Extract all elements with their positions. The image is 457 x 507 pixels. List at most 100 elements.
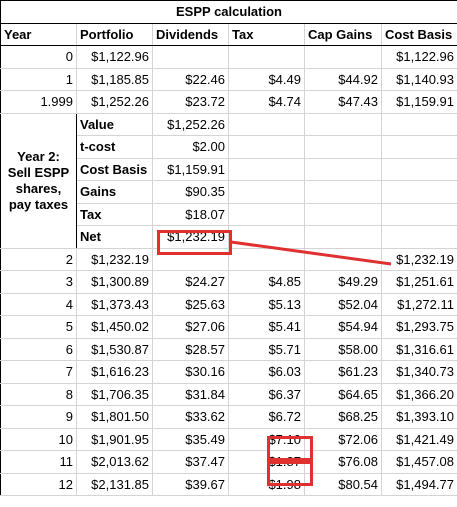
cell-tax: $4.49 [228,67,305,91]
cell-portfolio: $1,232.19 [76,247,153,271]
sale-row: Gains $90.35 [1,180,457,204]
cell-tax [228,247,305,271]
header-year: Year [0,22,77,46]
cell-year: 2 [0,247,77,271]
cell-tax [228,45,305,69]
sale-row: t-cost $2.00 [1,135,457,159]
cell-cap-gains: $80.54 [304,472,382,496]
sale-row: Year 2: Sell ESPP shares, pay taxes Value… [0,112,457,249]
sale-label: Gains [76,180,153,204]
table-row: 1 $1,185.85 $22.46 $4.49 $44.92 $1,140.93 [0,67,457,91]
cell-tax: $6.72 [228,405,305,429]
cell-dividends: $25.63 [152,292,229,316]
cell-dividends [152,247,229,271]
sale-label: Value [76,112,153,136]
sale-value: $2.00 [152,135,229,159]
cell-tax: $1.87 [228,450,305,474]
empty-cell [381,157,457,181]
cell-portfolio: $1,901.95 [76,427,153,451]
cell-year: 7 [0,360,77,384]
cell-cap-gains: $64.65 [304,382,382,406]
cell-cost-basis: $1,393.10 [381,405,457,429]
cell-year: 11 [0,450,77,474]
cell-cap-gains: $47.43 [304,90,382,114]
cell-cost-basis: $1,159.91 [381,90,457,114]
table-row: 2 $1,232.19 $1,232.19 [0,247,457,271]
empty-cell [304,112,382,136]
cell-cost-basis: $1,251.61 [381,270,457,294]
table-row: 4 $1,373.43 $25.63 $5.13 $52.04 $1,272.11 [0,292,457,316]
cell-cap-gains: $52.04 [304,292,382,316]
sale-label: t-cost [76,135,153,159]
cell-cost-basis: $1,140.93 [381,67,457,91]
cell-year: 5 [0,315,77,339]
empty-cell [228,202,305,226]
empty-cell [304,157,382,181]
sale-label: Cost Basis [76,157,153,181]
cell-portfolio: $1,450.02 [76,315,153,339]
cell-portfolio: $2,131.85 [76,472,153,496]
header-dividends: Dividends [152,22,229,46]
cell-year: 0 [0,45,77,69]
cell-tax: $4.85 [228,270,305,294]
table-row: 9 $1,801.50 $33.62 $6.72 $68.25 $1,393.10 [0,405,457,429]
header-portfolio: Portfolio [76,22,153,46]
cell-portfolio: $1,373.43 [76,292,153,316]
table-row: 10 $1,901.95 $35.49 $7.10 $72.06 $1,421.49 [0,427,457,451]
empty-cell [228,180,305,204]
cell-dividends: $30.16 [152,360,229,384]
cell-year: 10 [0,427,77,451]
cell-cost-basis: $1,316.61 [381,337,457,361]
cell-tax: $1.98 [228,472,305,496]
cell-cost-basis: $1,340.73 [381,360,457,384]
table-row: 11 $2,013.62 $37.47 $1.87 $76.08 $1,457.08 [0,450,457,474]
cell-tax: $6.03 [228,360,305,384]
empty-cell [304,225,382,249]
empty-cell [228,225,305,249]
cell-dividends [152,45,229,69]
cell-dividends: $27.06 [152,315,229,339]
cell-dividends: $35.49 [152,427,229,451]
cell-tax: $6.37 [228,382,305,406]
cell-dividends: $33.62 [152,405,229,429]
sale-value: $90.35 [152,180,229,204]
empty-cell [228,157,305,181]
cell-cap-gains: $68.25 [304,405,382,429]
cell-cap-gains: $61.23 [304,360,382,384]
cell-cost-basis: $1,232.19 [381,247,457,271]
cell-cost-basis: $1,494.77 [381,472,457,496]
cell-portfolio: $1,252.26 [76,90,153,114]
table-row: 7 $1,616.23 $30.16 $6.03 $61.23 $1,340.73 [0,360,457,384]
cell-cost-basis: $1,457.08 [381,450,457,474]
cell-year: 12 [0,472,77,496]
cell-cap-gains: $49.29 [304,270,382,294]
header-cost-basis: Cost Basis [381,22,457,46]
cell-cap-gains: $76.08 [304,450,382,474]
cell-dividends: $24.27 [152,270,229,294]
cell-cost-basis: $1,366.20 [381,382,457,406]
empty-cell [381,180,457,204]
table-row: 8 $1,706.35 $31.84 $6.37 $64.65 $1,366.20 [0,382,457,406]
empty-cell [381,112,457,136]
cell-cap-gains: $58.00 [304,337,382,361]
sale-value: $1,252.26 [152,112,229,136]
table-row: 6 $1,530.87 $28.57 $5.71 $58.00 $1,316.61 [0,337,457,361]
cell-tax: $5.13 [228,292,305,316]
header-cap-gains: Cap Gains [304,22,382,46]
table-row: 5 $1,450.02 $27.06 $5.41 $54.94 $1,293.75 [0,315,457,339]
empty-cell [381,135,457,159]
table-row: 3 $1,300.89 $24.27 $4.85 $49.29 $1,251.61 [0,270,457,294]
cell-portfolio: $1,122.96 [76,45,153,69]
cell-year: 6 [0,337,77,361]
empty-cell [228,135,305,159]
sale-label: Tax [76,202,153,226]
sale-row: Tax $18.07 [1,202,457,226]
sale-value: $1,159.91 [152,157,229,181]
sale-value: $18.07 [152,202,229,226]
cell-cost-basis: $1,293.75 [381,315,457,339]
cell-year: 9 [0,405,77,429]
header-row: Year Portfolio Dividends Tax Cap Gains C… [0,22,457,46]
empty-cell [304,180,382,204]
cell-dividends: $28.57 [152,337,229,361]
cell-tax: $5.71 [228,337,305,361]
